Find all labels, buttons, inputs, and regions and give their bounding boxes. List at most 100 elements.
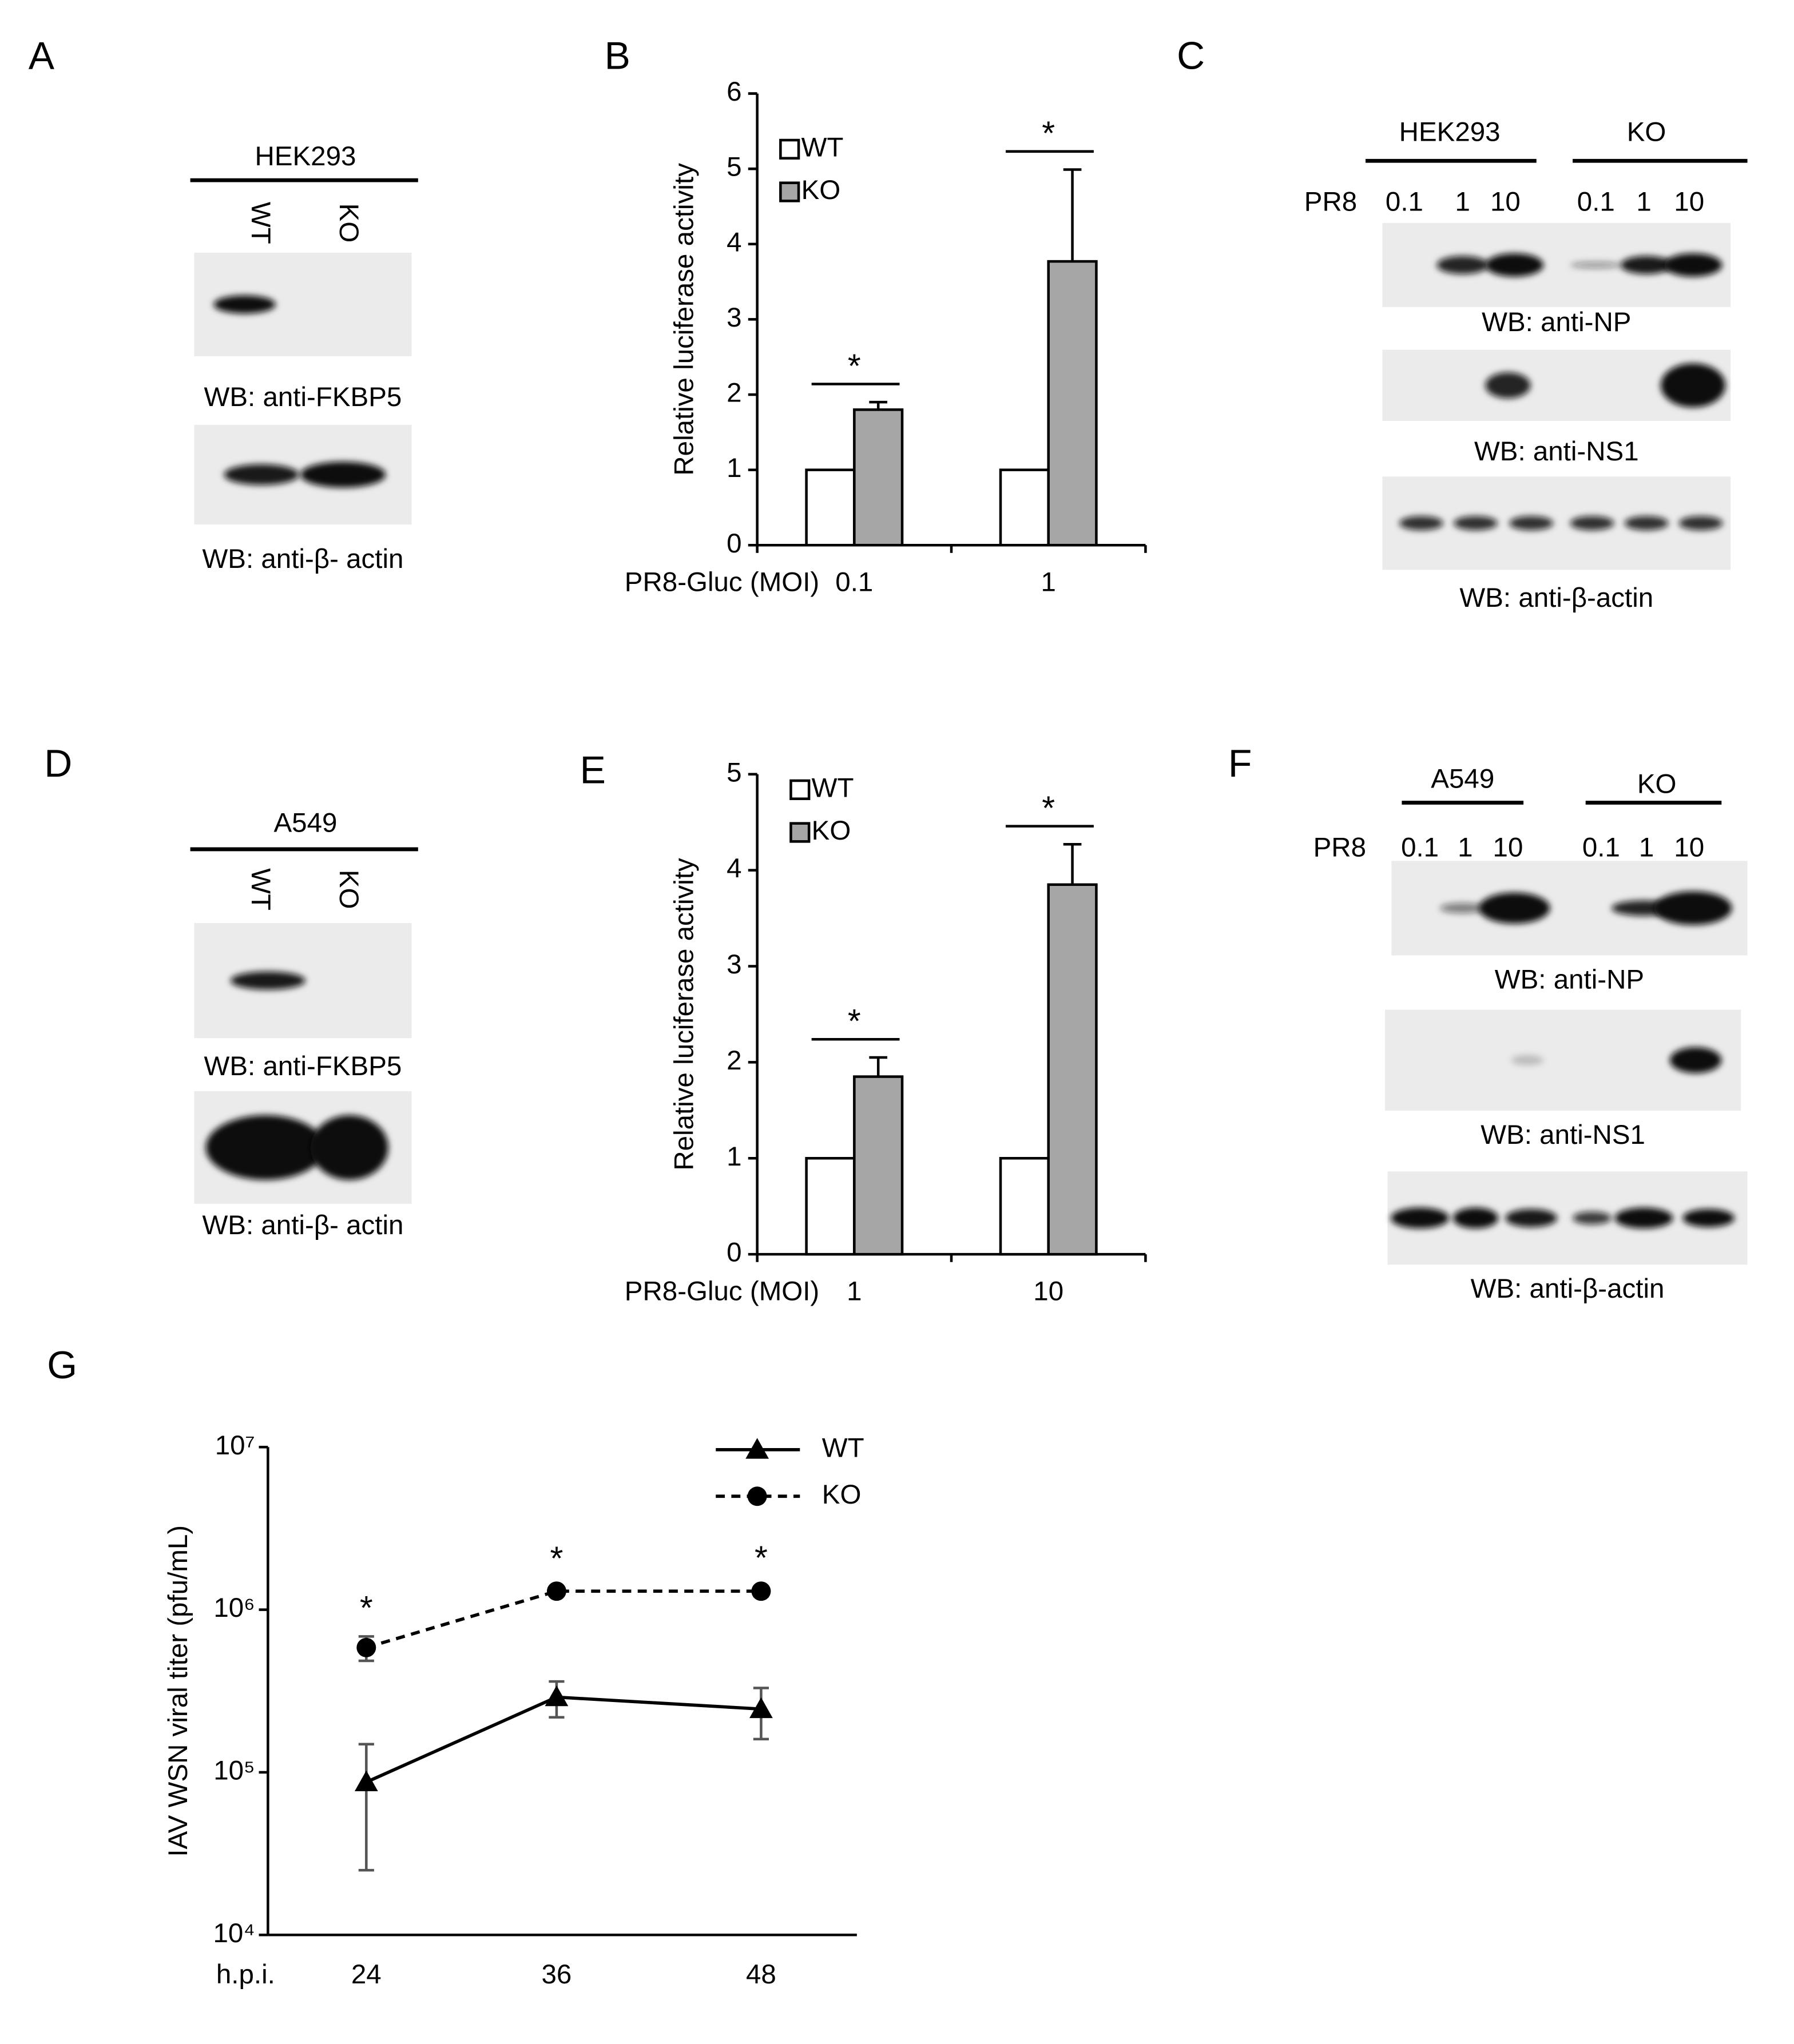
blot-caption: WB: anti-NP	[1482, 307, 1631, 337]
bar	[1047, 260, 1098, 547]
blot-band	[1511, 1055, 1544, 1065]
dose-label: 10	[1493, 832, 1523, 862]
x-axis-label: PR8-Gluc (MOI)	[625, 1276, 819, 1307]
panel-label: F	[1228, 742, 1252, 785]
cell-line-label: HEK293	[255, 141, 356, 172]
group-label: A549	[1431, 764, 1494, 794]
blot-band	[1614, 1207, 1673, 1228]
x-tick-label: 36	[542, 1959, 572, 1990]
y-tick-label: 10⁵	[213, 1755, 255, 1785]
significance-mark: *	[848, 348, 861, 385]
blot-band	[1399, 516, 1443, 531]
y-tick-label: 1	[727, 1142, 741, 1172]
y-axis-label: Relative luciferase activity	[669, 163, 700, 476]
dose-label: 1	[1636, 186, 1651, 217]
panel-label: E	[580, 749, 606, 792]
dose-label: 10	[1674, 186, 1704, 217]
y-tick-label: 10⁶	[213, 1593, 255, 1623]
significance-mark: *	[755, 1540, 768, 1577]
blot-band	[1678, 516, 1723, 531]
legend-swatch	[789, 779, 811, 800]
blot-band	[311, 1115, 388, 1180]
blot-band	[1664, 253, 1722, 277]
y-tick-label: 5	[727, 152, 741, 182]
point	[545, 1685, 569, 1707]
point	[356, 1637, 376, 1657]
blot-band	[205, 1115, 325, 1180]
panel-label: D	[44, 742, 72, 785]
legend-swatch	[779, 138, 800, 160]
blot-band	[1570, 516, 1614, 531]
dose-label: 0.1	[1577, 186, 1615, 217]
blot-caption: WB: anti-β-actin	[1459, 583, 1653, 613]
blot-caption: WB: anti-FKBP5	[204, 382, 402, 412]
group-label: KO	[1637, 769, 1677, 800]
legend-label: KO	[801, 175, 841, 205]
legend-label: WT	[801, 132, 844, 162]
lane-label: KO	[334, 204, 364, 243]
bar	[805, 1156, 856, 1256]
blot-band	[213, 295, 276, 314]
legend-label: KO	[812, 816, 851, 846]
panel-label: C	[1177, 34, 1205, 77]
bar	[999, 468, 1050, 547]
dose-label: 1	[1639, 832, 1654, 862]
blot-caption: WB: anti-NP	[1495, 964, 1644, 995]
significance-mark: *	[550, 1540, 563, 1577]
dose-label: 10	[1490, 186, 1521, 217]
blot-band	[230, 971, 305, 990]
point	[751, 1581, 771, 1601]
blot-band	[1485, 253, 1544, 277]
blot-band	[1505, 1208, 1557, 1227]
y-tick-label: 5	[727, 757, 741, 788]
blot-band	[1436, 256, 1489, 275]
legend-swatch	[779, 181, 800, 202]
bar	[853, 1075, 904, 1256]
blot-caption: WB: anti-FKBP5	[204, 1051, 402, 1081]
group-label: HEK293	[1399, 117, 1501, 147]
x-tick-label: 1	[1041, 567, 1056, 598]
x-tick-label: 10	[1033, 1276, 1063, 1307]
blot-band	[1485, 372, 1531, 399]
group-label: KO	[1627, 117, 1666, 147]
error-bar	[869, 400, 888, 410]
panel-label: A	[29, 34, 55, 77]
treatment-label: PR8	[1304, 186, 1357, 217]
blot-band	[1624, 516, 1669, 531]
lane-label: KO	[334, 870, 364, 909]
y-tick-label: 4	[727, 853, 741, 884]
error-bar	[358, 1743, 374, 1872]
point	[354, 1770, 378, 1791]
cell-line-label: A549	[274, 808, 338, 838]
blot-caption: WB: anti-NS1	[1481, 1120, 1645, 1150]
dose-label: 0.1	[1401, 832, 1439, 862]
dose-label: 1	[1458, 832, 1472, 862]
x-axis-label: h.p.i.	[216, 1959, 275, 1990]
significance-mark: *	[1042, 790, 1055, 827]
dose-label: 0.1	[1386, 186, 1423, 217]
y-tick-label: 10⁴	[213, 1918, 255, 1948]
bar	[1047, 883, 1098, 1256]
error-bar	[1063, 843, 1082, 885]
blot-band	[1453, 516, 1498, 531]
blot-band	[1573, 1211, 1612, 1225]
lane-label: WT	[245, 202, 276, 244]
blot-caption: WB: anti-β- actin	[202, 1210, 403, 1240]
bar	[853, 408, 904, 547]
blot-band	[1570, 261, 1622, 269]
blot-band	[1682, 1208, 1735, 1227]
dose-label: 1	[1455, 186, 1470, 217]
y-tick-label: 10⁷	[215, 1430, 255, 1461]
blot-caption: WB: anti-β- actin	[202, 544, 403, 574]
blot-band	[1479, 892, 1550, 924]
blot-band	[1654, 891, 1732, 925]
y-tick-label: 6	[727, 77, 741, 107]
y-tick-label: 0	[727, 528, 741, 559]
y-tick-label: 2	[727, 1045, 741, 1076]
x-tick-label: 48	[746, 1959, 776, 1990]
legend-label: WT	[822, 1433, 864, 1463]
bar	[999, 1156, 1050, 1256]
y-axis-label: IAV WSN viral titer (pfu/mL)	[163, 1525, 193, 1857]
